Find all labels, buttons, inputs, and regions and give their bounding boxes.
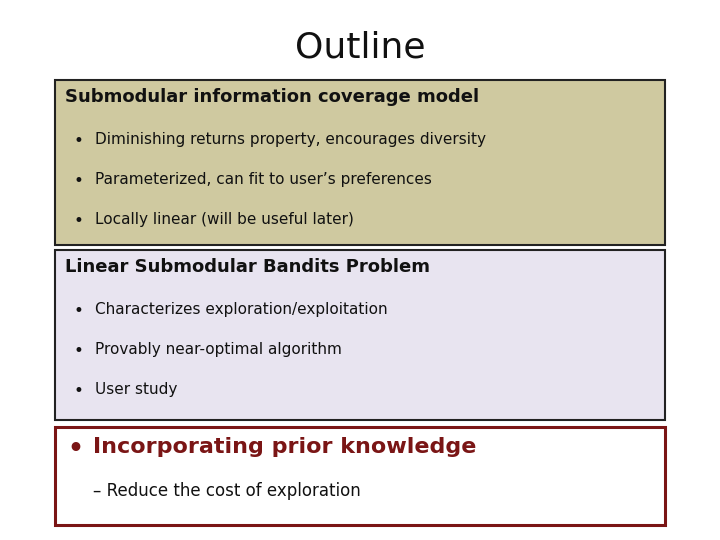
Text: Diminishing returns property, encourages diversity: Diminishing returns property, encourages… [95,132,486,147]
Text: •: • [73,382,83,400]
FancyBboxPatch shape [55,250,665,420]
Text: Incorporating prior knowledge: Incorporating prior knowledge [93,437,477,457]
FancyBboxPatch shape [55,80,665,245]
Text: •: • [73,302,83,320]
Text: Characterizes exploration/exploitation: Characterizes exploration/exploitation [95,302,387,317]
Text: Linear Submodular Bandits Problem: Linear Submodular Bandits Problem [65,258,430,276]
Text: •: • [73,212,83,230]
Text: •: • [73,342,83,360]
Text: •: • [73,132,83,150]
FancyBboxPatch shape [55,427,665,525]
Text: •: • [67,437,83,461]
Text: •: • [73,172,83,190]
Text: – Reduce the cost of exploration: – Reduce the cost of exploration [93,482,361,500]
Text: User study: User study [95,382,177,397]
Text: Provably near-optimal algorithm: Provably near-optimal algorithm [95,342,342,357]
Text: Parameterized, can fit to user’s preferences: Parameterized, can fit to user’s prefere… [95,172,432,187]
Text: Locally linear (will be useful later): Locally linear (will be useful later) [95,212,354,227]
Text: Submodular information coverage model: Submodular information coverage model [65,88,479,106]
Text: Outline: Outline [294,30,426,64]
